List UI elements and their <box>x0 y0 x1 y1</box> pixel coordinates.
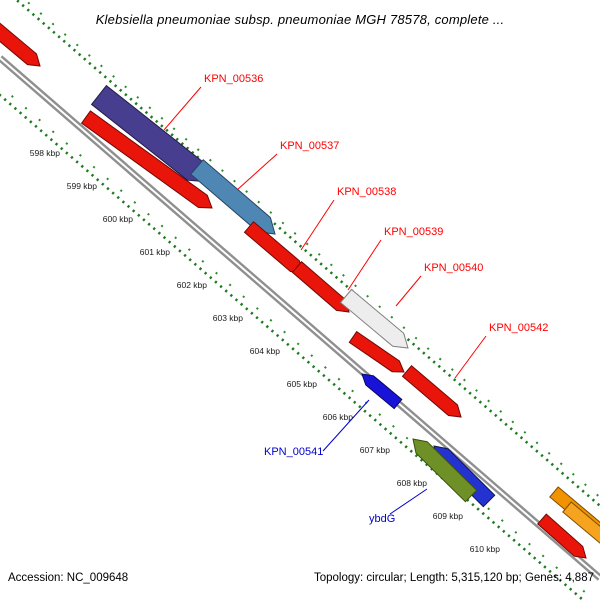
gene-arrow-KPN_00540[interactable] <box>339 288 409 349</box>
ruler-tick-608-kbp: 608 kbp <box>397 478 428 488</box>
status-bar: Accession: NC_009648 Topology: circular;… <box>0 572 600 592</box>
label-pointer-line-KPN_00541 <box>322 399 370 452</box>
sequence-title: Klebsiella pneumoniae subsp. pneumoniae … <box>95 12 505 27</box>
ruler-tick-605-kbp: 605 kbp <box>287 379 318 389</box>
sequence-backbone-line <box>0 59 600 581</box>
ruler-tick-602-kbp: 602 kbp <box>177 280 208 290</box>
gc-content-track-1 <box>0 93 586 600</box>
gene-arrow-KPN_00542[interactable] <box>401 364 462 418</box>
gene-arrow-KPN_00541[interactable] <box>361 373 403 410</box>
gene-arrow-gene-604a[interactable] <box>348 330 405 373</box>
gene-label-KPN_00540[interactable]: KPN_00540 <box>424 262 483 274</box>
gc-content-track-3 <box>0 84 595 600</box>
gene-label-KPN_00539[interactable]: KPN_00539 <box>384 226 443 238</box>
ruler-tick-606-kbp: 606 kbp <box>323 412 354 422</box>
gene-arrow-gene-598b[interactable] <box>80 110 213 209</box>
sequence-backbone-line <box>0 55 600 577</box>
ruler-tick-607-kbp: 607 kbp <box>360 445 391 455</box>
gene-label-KPN_00536[interactable]: KPN_00536 <box>204 73 263 85</box>
gc-content-track-0 <box>14 0 600 508</box>
ruler-tick-609-kbp: 609 kbp <box>433 511 464 521</box>
ruler-tick-604-kbp: 604 kbp <box>250 346 281 356</box>
gene-label-KPN_00542[interactable]: KPN_00542 <box>489 322 548 334</box>
label-pointer-line-ybdG <box>389 488 428 515</box>
gene-arrow-gene-610a[interactable] <box>536 513 587 559</box>
gene-label-KPN_00538[interactable]: KPN_00538 <box>337 186 396 198</box>
gene-label-KPN_00537[interactable]: KPN_00537 <box>280 140 339 152</box>
gene-arrow-ybdG[interactable] <box>412 438 478 503</box>
topology-text: Topology: circular; Length: 5,315,120 bp… <box>313 572 594 584</box>
gene-arrow-gene-598a[interactable] <box>0 19 41 67</box>
accession-text: Accession: NC_009648 <box>8 572 129 584</box>
ruler-tick-600-kbp: 600 kbp <box>103 214 134 224</box>
ruler-tick-601-kbp: 601 kbp <box>140 247 171 257</box>
label-pointer-line-KPN_00536 <box>163 86 202 131</box>
ruler-tick-610-kbp: 610 kbp <box>470 544 501 554</box>
gc-content-track-2 <box>23 0 600 499</box>
label-pointer-line-KPN_00540 <box>395 275 422 307</box>
label-pointer-line-KPN_00539 <box>347 239 382 291</box>
gene-label-KPN_00541[interactable]: KPN_00541 <box>264 446 323 458</box>
label-pointer-line-KPN_00538 <box>300 199 335 251</box>
label-pointer-line-KPN_00537 <box>236 153 278 191</box>
ruler-tick-599-kbp: 599 kbp <box>67 181 98 191</box>
ruler-tick-598-kbp: 598 kbp <box>30 148 61 158</box>
ruler-tick-603-kbp: 603 kbp <box>213 313 244 323</box>
label-pointer-line-KPN_00542 <box>454 335 487 379</box>
gene-arrow-gene-609b[interactable] <box>562 501 600 549</box>
gene-arrow-KPN_00539[interactable] <box>291 260 350 313</box>
gene-label-ybdG[interactable]: ybdG <box>369 513 395 525</box>
